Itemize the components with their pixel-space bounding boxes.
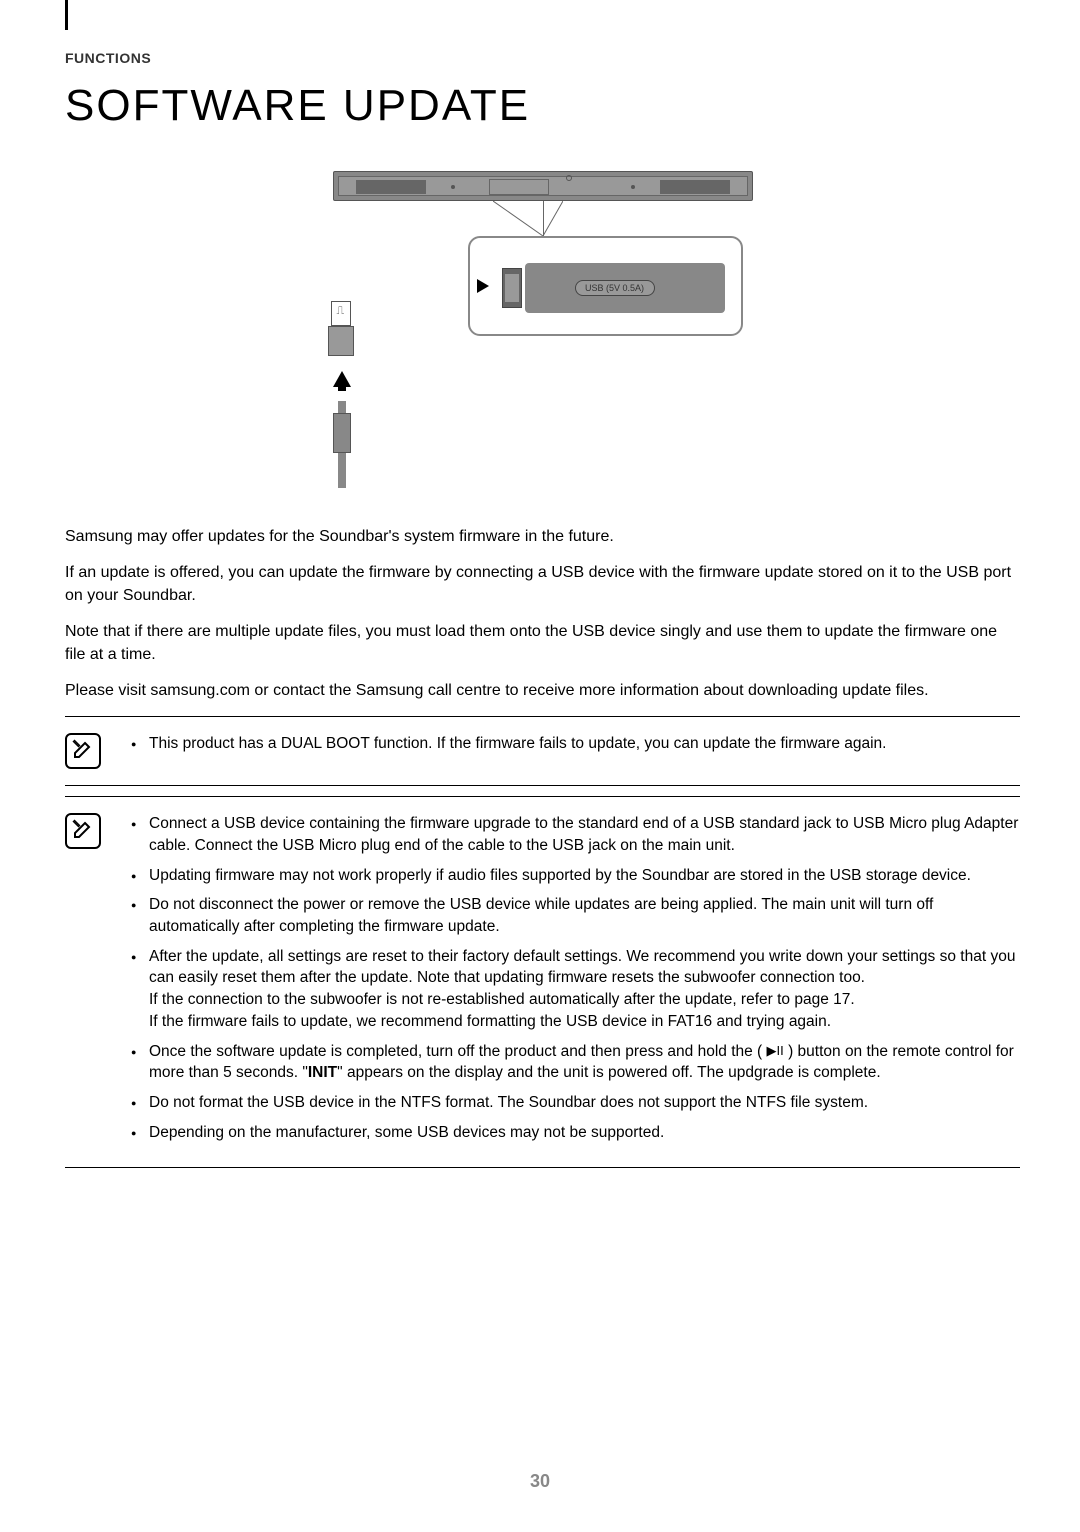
note-2-content: Connect a USB device containing the firm… bbox=[131, 813, 1020, 1151]
connection-diagram: USB (5V 0.5A) ⎍ bbox=[323, 171, 763, 491]
note-1-content: This product has a DUAL BOOT function. I… bbox=[131, 733, 1020, 769]
note-box-2: Connect a USB device containing the firm… bbox=[65, 796, 1020, 1168]
usb-port-label: USB (5V 0.5A) bbox=[575, 280, 655, 296]
note-2-item-4: After the update, all settings are reset… bbox=[131, 946, 1020, 1033]
note-2-item-4-sub2: If the firmware fails to update, we reco… bbox=[149, 1011, 1020, 1033]
pencil-icon bbox=[71, 819, 95, 843]
note-2-item-7: Depending on the manufacturer, some USB … bbox=[131, 1122, 1020, 1144]
connector-line-center bbox=[543, 201, 544, 236]
paragraph-3: Note that if there are multiple update f… bbox=[65, 621, 1020, 666]
soundbar-illustration bbox=[333, 171, 753, 201]
pencil-icon bbox=[71, 739, 95, 763]
usb-symbol-icon: ⎍ bbox=[337, 305, 345, 318]
note-2-item-5: Once the software update is completed, t… bbox=[131, 1041, 1020, 1084]
note-icon bbox=[65, 733, 101, 769]
usb-stick-illustration: ⎍ bbox=[323, 301, 358, 361]
note-2-item-1: Connect a USB device containing the firm… bbox=[131, 813, 1020, 856]
note-box-1: This product has a DUAL BOOT function. I… bbox=[65, 716, 1020, 786]
note-icon bbox=[65, 813, 101, 849]
note-2-item-2: Updating firmware may not work properly … bbox=[131, 865, 1020, 887]
init-text: INIT bbox=[308, 1064, 337, 1081]
paragraph-2: If an update is offered, you can update … bbox=[65, 562, 1020, 607]
play-pause-icon: ▶II bbox=[767, 1042, 784, 1060]
note-2-item-4-sub1: If the connection to the subwoofer is no… bbox=[149, 989, 1020, 1011]
note-2-item-3: Do not disconnect the power or remove th… bbox=[131, 894, 1020, 937]
arrow-right-icon bbox=[477, 279, 489, 293]
side-marker bbox=[65, 0, 68, 30]
arrow-up-stem bbox=[338, 385, 346, 391]
note-2-item-6: Do not format the USB device in the NTFS… bbox=[131, 1092, 1020, 1114]
cable-connector-illustration bbox=[328, 401, 356, 486]
page-title: SOFTWARE UPDATE bbox=[65, 81, 1020, 131]
section-label: FUNCTIONS bbox=[65, 50, 1020, 66]
connector-line bbox=[493, 201, 563, 236]
diagram-container: USB (5V 0.5A) ⎍ bbox=[65, 171, 1020, 491]
page-number: 30 bbox=[0, 1471, 1080, 1492]
usb-panel-illustration: USB (5V 0.5A) bbox=[468, 236, 743, 336]
note-1-item-1: This product has a DUAL BOOT function. I… bbox=[131, 733, 1020, 755]
paragraph-1: Samsung may offer updates for the Soundb… bbox=[65, 526, 1020, 548]
paragraph-4: Please visit samsung.com or contact the … bbox=[65, 680, 1020, 702]
